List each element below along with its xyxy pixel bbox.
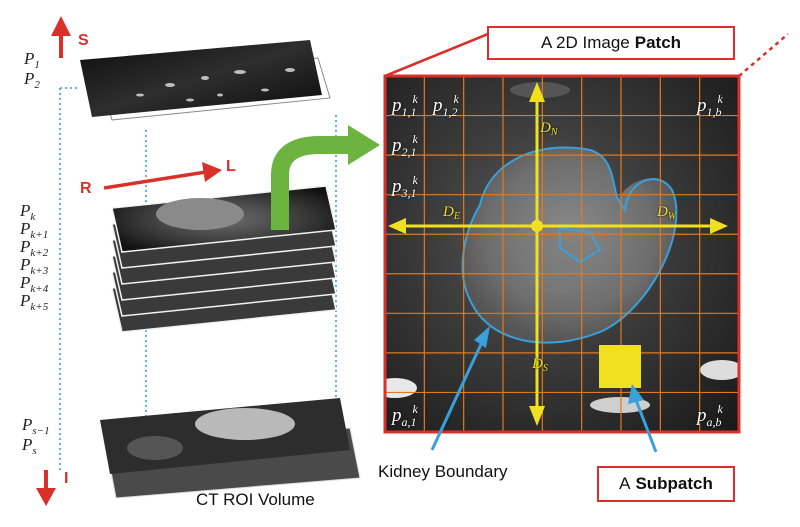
top-slice-kidney [156, 198, 244, 230]
cell-label-2-1: p2,1k [392, 132, 418, 159]
cell-label-a-1: pa,1k [392, 402, 418, 429]
cell-label-1-1: p1,1k [392, 92, 418, 119]
bottom-slice-stack [100, 398, 361, 499]
kidney-boundary-contour [461, 146, 678, 344]
direction-inferior: I [64, 470, 69, 487]
direction-superior: S [78, 32, 89, 49]
cell-label-3-1: p3,1k [392, 173, 418, 200]
slice-label-pk: Pk [20, 201, 36, 223]
distance-label-west: DW [657, 204, 677, 222]
cell-label-1-2: p1,2k [433, 92, 459, 119]
slice-label-ps: Ps [22, 435, 37, 457]
patch-title-bold: Patch [634, 33, 682, 52]
subpatch-label-prefix: A [619, 474, 631, 493]
slice-label-pk2: Pk+2 [20, 237, 49, 259]
distance-label-east: DE [443, 204, 460, 222]
slice-label-p2: P2 [24, 69, 40, 91]
patch-grid [385, 76, 739, 432]
kidney-boundary-label: Kidney Boundary [378, 462, 508, 481]
direction-left: L [226, 158, 236, 175]
distance-label-south: DS [532, 356, 548, 374]
volume-caption: CT ROI Volume [196, 490, 315, 509]
distance-label-north: DN [540, 120, 558, 138]
green-transfer-arrow [271, 125, 380, 230]
patch-title-box: A 2D Image Patch [487, 26, 735, 60]
patch-image [385, 76, 739, 432]
slice-label-pk5: Pk+5 [20, 291, 49, 313]
direction-arrows [36, 16, 222, 506]
subpatch-label-bold: Subpatch [635, 474, 713, 493]
cell-label-a-b: pa,bk [697, 402, 723, 429]
middle-slice-stack [111, 185, 337, 333]
slice-label-pk4: Pk+4 [20, 273, 49, 295]
slice-label-ps-minus-1: Ps−1 [22, 415, 50, 437]
direction-right: R [80, 180, 92, 197]
slice-label-pk1: Pk+1 [20, 219, 49, 241]
subpatch-label-box: A Subpatch [597, 466, 735, 502]
subpatch-highlight [599, 345, 641, 388]
slice-label-pk3: Pk+3 [20, 255, 49, 277]
annotation-pointers [430, 326, 658, 453]
cell-label-1-b: p1,bk [697, 92, 723, 119]
slice-p1 [80, 40, 322, 117]
patch-title-prefix: A 2D Image [540, 33, 630, 52]
slice-label-p1: P1 [24, 49, 40, 71]
patch-border [383, 74, 741, 434]
distance-cross [388, 82, 728, 426]
top-slice-stack [80, 40, 331, 121]
